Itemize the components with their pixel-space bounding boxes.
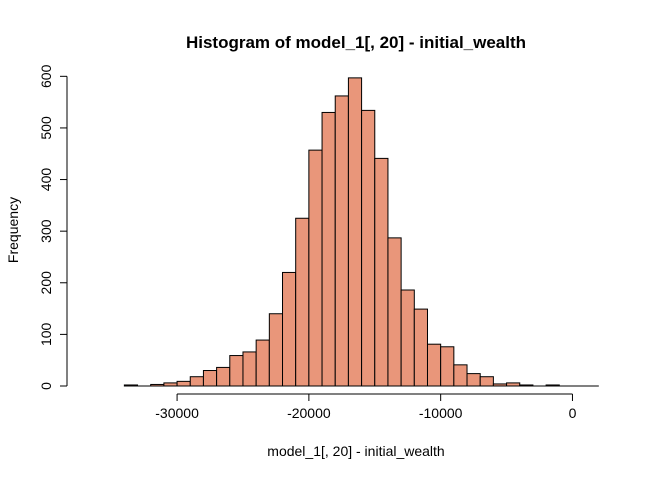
histogram-bar — [229, 355, 244, 387]
histogram-bar — [426, 343, 442, 387]
histogram-bar — [413, 308, 428, 387]
histogram-bar — [440, 346, 455, 387]
histogram-bar — [255, 339, 270, 387]
histogram-bar — [519, 384, 534, 387]
histogram-bar — [176, 380, 191, 387]
histogram-bar — [492, 383, 508, 387]
histogram-bar — [202, 370, 218, 387]
x-tick-label: -30000 — [155, 405, 199, 421]
y-axis-label: Frequency — [5, 197, 21, 263]
histogram-bar — [400, 289, 415, 387]
histogram-bar — [545, 384, 560, 387]
x-axis: -30000 -20000 -10000 0 — [155, 393, 577, 421]
x-axis-label: model_1[, 20] - initial_wealth — [267, 443, 444, 459]
histogram-bar — [268, 313, 284, 387]
histogram-bar — [453, 364, 468, 387]
x-tick-label: -20000 — [287, 405, 331, 421]
x-tick-label: -10000 — [419, 405, 463, 421]
y-tick-label: 100 — [38, 322, 54, 346]
histogram-bar — [321, 111, 336, 387]
y-tick-label: 300 — [38, 219, 54, 243]
histogram-bar — [216, 366, 231, 387]
histogram-bar — [123, 384, 139, 387]
histogram-bar — [506, 382, 521, 387]
y-tick-label: 200 — [38, 271, 54, 295]
histogram-bar — [150, 383, 165, 387]
y-axis: 0 100 200 300 400 500 600 — [38, 64, 68, 390]
histogram-bar — [295, 217, 310, 387]
histogram-bar — [189, 376, 204, 387]
histogram-bar — [466, 373, 481, 387]
histogram-bar — [282, 271, 297, 387]
histogram-bar — [334, 95, 349, 387]
histogram-bar — [347, 77, 363, 387]
bars-group — [123, 77, 599, 387]
y-tick-label: 400 — [38, 168, 54, 192]
y-tick-label: 500 — [38, 116, 54, 140]
x-tick-label: 0 — [569, 405, 577, 421]
y-tick-label: 600 — [38, 64, 54, 88]
histogram-bar — [163, 382, 178, 387]
chart-title: Histogram of model_1[, 20] - initial_wea… — [186, 33, 526, 52]
histogram-bar — [361, 109, 376, 387]
histogram-bar — [308, 149, 323, 387]
y-tick-label: 0 — [38, 382, 54, 390]
histogram-bar — [479, 376, 494, 387]
histogram-bar — [374, 157, 389, 387]
histogram-bar — [387, 237, 402, 387]
histogram-bar — [242, 351, 257, 387]
